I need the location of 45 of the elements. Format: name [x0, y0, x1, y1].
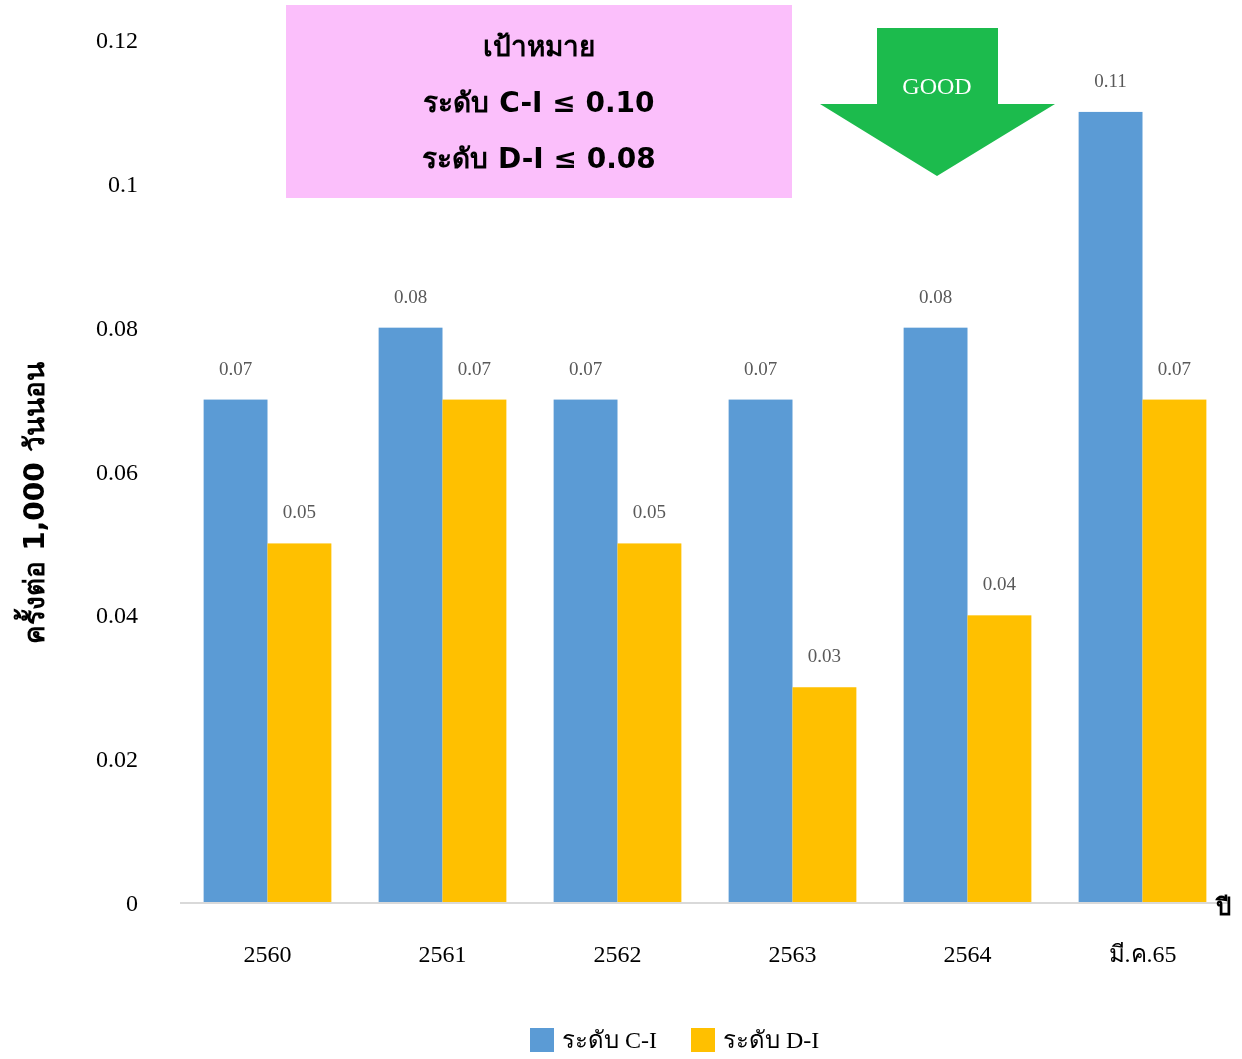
y-axis-title: ครั้งต่อ 1,000 วันนอน: [13, 362, 51, 644]
annotation: เป้าหมาย: [483, 30, 595, 63]
y-tick-label: 0.12: [96, 27, 138, 53]
y-tick-label: 0.08: [96, 314, 138, 341]
bar: [553, 399, 618, 903]
data-label: 0.04: [982, 573, 1017, 595]
data-label: 0.11: [1094, 69, 1127, 91]
data-label: 0.08: [918, 285, 953, 307]
y-tick-label: 0.06: [96, 458, 138, 485]
data-label: 0.07: [457, 357, 492, 379]
annotation: ระดับ D-I ≤ 0.08: [422, 142, 656, 175]
legend-label: ระดับ C-I: [562, 1027, 657, 1053]
bar: [903, 327, 968, 903]
bar: [1078, 111, 1143, 903]
bar: [1142, 399, 1207, 903]
x-tick-label: 2560: [243, 941, 292, 967]
x-tick-label: มี.ค.65: [1108, 941, 1177, 967]
data-label: 0.03: [807, 645, 842, 667]
annotation: ระดับ C-I ≤ 0.10: [423, 86, 655, 119]
x-tick-label: 2564: [943, 941, 992, 967]
data-label: 0.05: [632, 501, 667, 523]
data-label: 0.07: [218, 357, 253, 379]
y-tick-label: 0.02: [96, 746, 138, 773]
x-tick-label: 2563: [768, 941, 817, 967]
bar: [442, 399, 507, 903]
data-label: 0.07: [1157, 357, 1192, 379]
data-label: 0.07: [743, 357, 778, 379]
bar: [967, 615, 1032, 903]
data-label: 0.08: [393, 285, 428, 307]
y-tick-label: 0.1: [108, 170, 138, 197]
annotation: GOOD: [902, 73, 972, 99]
bar: [792, 687, 857, 903]
bar: [203, 399, 268, 903]
bar: [378, 327, 443, 903]
legend-label: ระดับ D-I: [723, 1027, 820, 1053]
x-axis-title: ปี: [1214, 893, 1231, 921]
y-tick-label: 0.04: [96, 602, 138, 629]
bar: [728, 399, 793, 903]
data-label: 0.07: [568, 357, 603, 379]
x-tick-label: 2562: [593, 941, 642, 967]
bar: [617, 543, 682, 903]
y-tick-label: 0: [126, 890, 138, 916]
data-label: 0.05: [282, 501, 317, 523]
bar: [267, 543, 332, 903]
x-tick-label: 2561: [418, 941, 467, 967]
